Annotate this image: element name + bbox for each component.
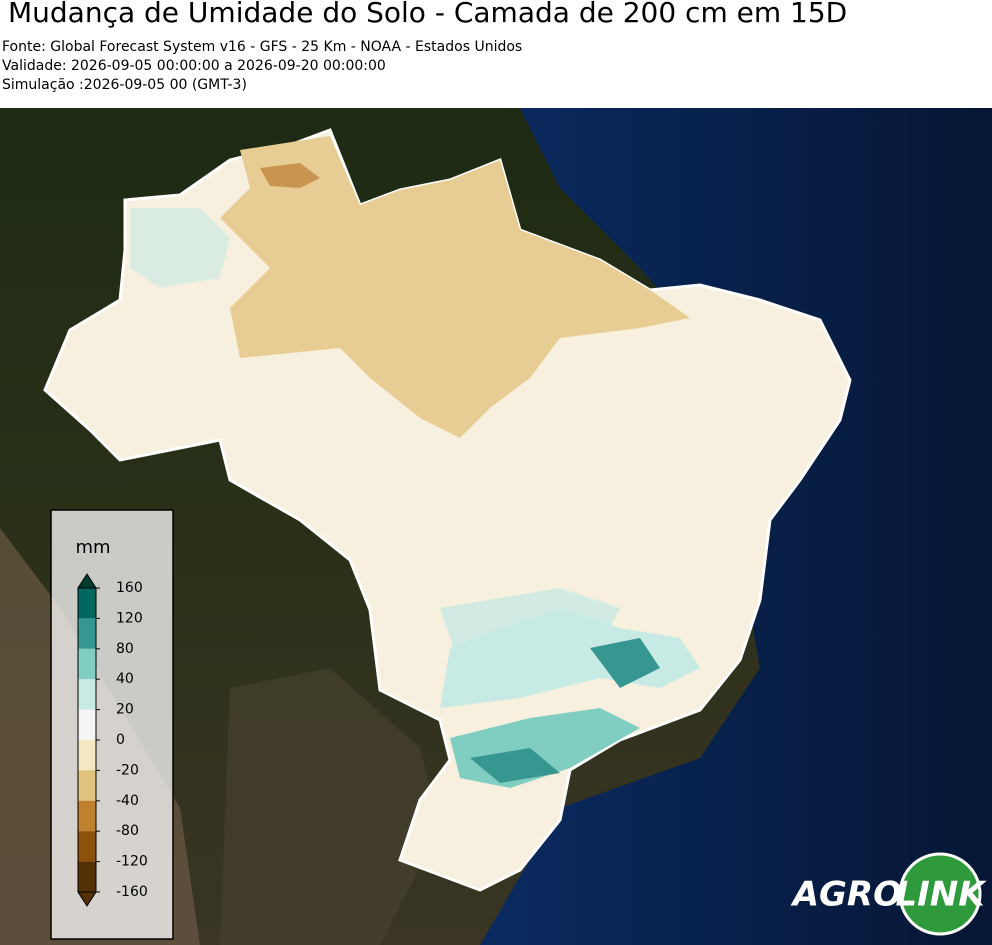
drying-core	[260, 163, 320, 188]
colorbar-tick-label: -20	[116, 762, 139, 778]
plains	[220, 668, 440, 945]
colorbar-tick-label: 40	[116, 671, 134, 687]
logo-right: LINK	[895, 875, 987, 915]
logo: AGRO LINK	[790, 852, 987, 936]
colorbar-segment	[78, 831, 96, 862]
validity-line: Validade: 2026-09-05 00:00:00 a 2026-09-…	[2, 58, 386, 74]
colorbar-segment	[78, 648, 96, 680]
colorbar-tick-label: 120	[116, 610, 143, 626]
wetting-core	[470, 748, 560, 783]
colorbar-segment	[78, 740, 96, 771]
colorbar-tick-label: -120	[116, 854, 148, 870]
source-line: Fonte: Global Forecast System v16 - GFS …	[2, 39, 523, 55]
colorbar-tick-label: -160	[116, 884, 148, 900]
wetting-core-2	[590, 638, 660, 688]
title: Mudança de Umidade do Solo - Camada de 2…	[8, 0, 848, 29]
colorbar-segment	[78, 679, 96, 710]
map: AGRO LINK mm 160 120 80 40 20 0 -20 -40 -80 -120 -…	[0, 108, 992, 945]
colorbar-tick-label: -80	[116, 823, 139, 839]
colorbar-tick-label: 0	[116, 732, 125, 748]
legend-box	[50, 509, 174, 940]
simulation-line: Simulação :2026-09-05 00 (GMT-3)	[2, 77, 247, 93]
colorbar-segment	[78, 588, 96, 619]
colorbar-segment	[78, 770, 96, 801]
legend-unit: mm	[75, 537, 110, 558]
colorbar-tick-label: 20	[116, 702, 134, 718]
wetting-area-3	[440, 588, 620, 668]
header: Mudança de Umidade do Solo - Camada de 2…	[0, 0, 992, 108]
wetting-area-4	[130, 208, 230, 288]
colorbar-segment	[78, 618, 96, 649]
logo-left: AGRO	[790, 875, 902, 915]
legend: mm 160 120 80 40 20 0 -20 -40 -80 -120 -160	[50, 509, 174, 940]
colorbar-tick-label: 80	[116, 641, 134, 657]
colorbar-segment	[78, 709, 96, 740]
logo-circle	[898, 852, 982, 936]
colorbar-segment	[78, 800, 96, 832]
colorbar-tick-label: 160	[116, 580, 143, 596]
colorbar-tick-label: -40	[116, 793, 139, 809]
colorbar-segment	[78, 861, 96, 892]
drying-area	[220, 136, 690, 438]
